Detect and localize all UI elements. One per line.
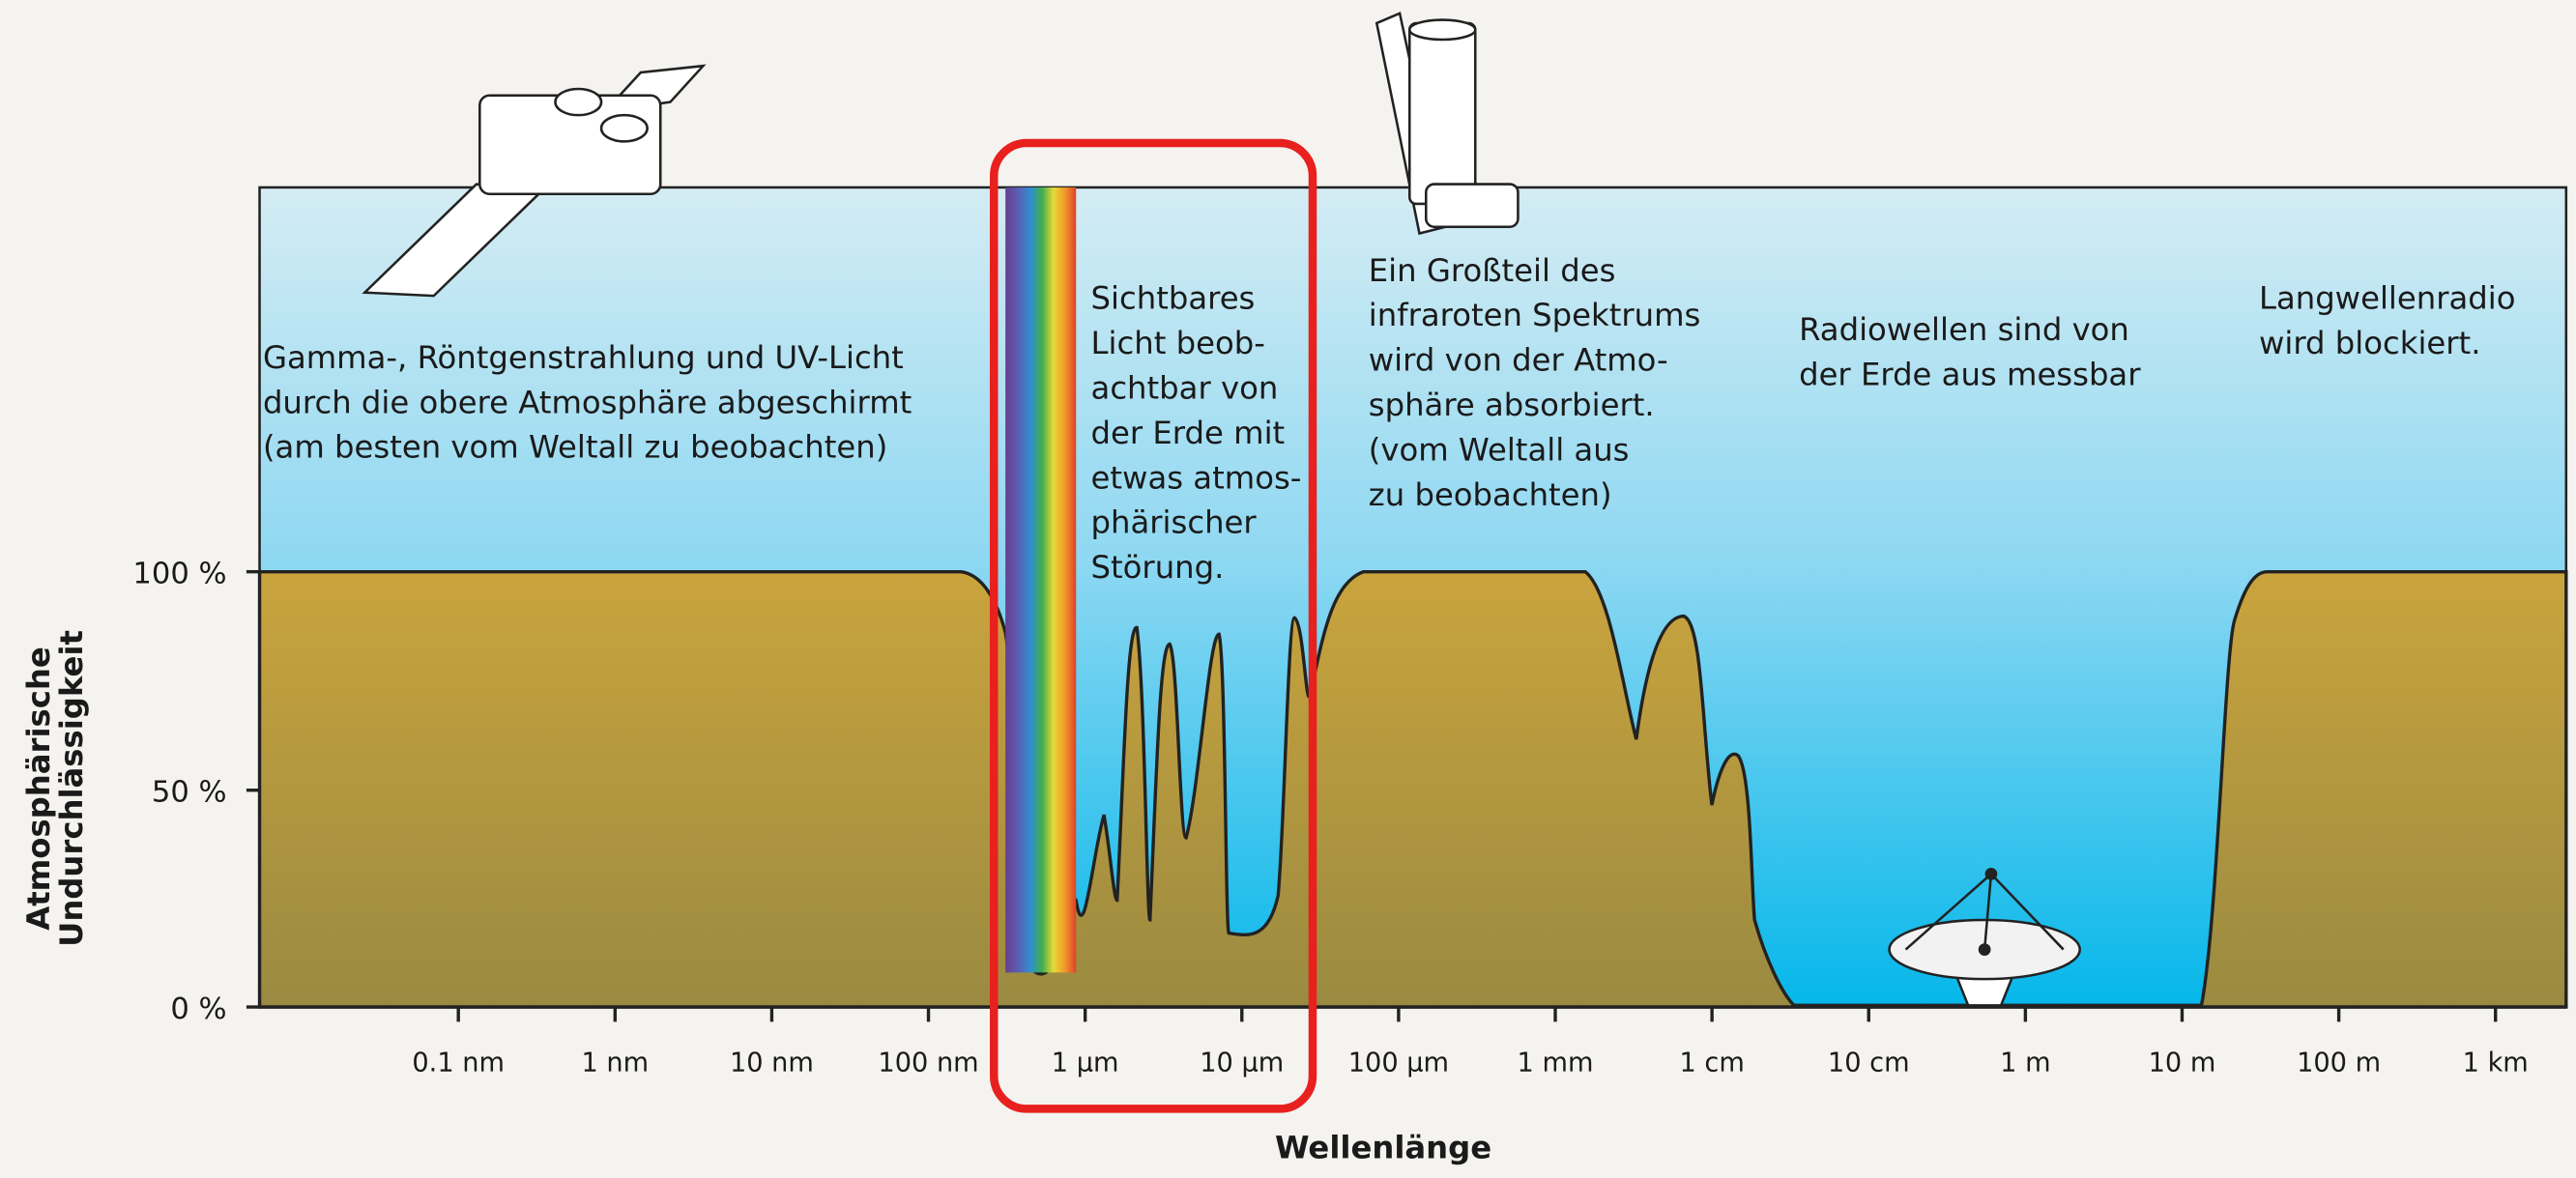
x-axis-title: Wellenlänge [1275,1129,1491,1165]
note-line: Radiowellen sind von [1799,311,2129,348]
note-line: Ein Großteil des [1369,252,1616,289]
x-tick-label: 10 nm [730,1048,814,1077]
note-line: der Erde mit [1091,415,1286,451]
note-line: Licht beob- [1091,325,1265,361]
note-line: etwas atmos- [1091,459,1302,496]
y-tick-label: 50 % [152,776,227,810]
note-line: Sichtbares [1091,280,1256,317]
x-tick-label: 100 µm [1348,1048,1449,1077]
x-tick-label: 1 µm [1052,1048,1119,1077]
note-line: (am besten vom Weltall zu beobachten) [263,429,887,466]
x-tick-label: 10 µm [1200,1048,1284,1077]
highlight-box [990,138,1317,1113]
space-telescope [1375,12,1520,236]
x-tick-label: 100 nm [878,1048,978,1077]
x-tick-label: 0.1 nm [412,1048,505,1077]
note-line: durch die obere Atmosphäre abgeschirmt [263,384,912,420]
note-line: Gamma-, Röntgenstrahlung und UV-Licht [263,339,904,376]
y-tick-label: 0 % [170,992,226,1026]
note-line: achtbar von [1091,370,1279,407]
radio-dish [1888,868,2081,1007]
x-tick-label: 1 cm [1679,1048,1744,1077]
x-tick-label: 10 m [2149,1048,2216,1077]
x-tick-label: 10 cm [1828,1048,1910,1077]
note-line: phärischer [1091,504,1258,541]
note-line: infraroten Spektrums [1369,297,1701,333]
note-line: wird blockiert. [2259,325,2481,361]
x-tick-label: 1 m [2000,1048,2050,1077]
note-line: Störung. [1091,549,1225,586]
x-tick-label: 1 nm [581,1048,649,1077]
y-tick-label: 100 % [132,558,226,591]
opacity-area [257,569,2568,1009]
note-line: (vom Weltall aus [1369,431,1630,468]
note-line: wird von der Atmo- [1369,342,1668,379]
note-line: der Erde aus messbar [1799,356,2141,392]
y-axis-title: Atmosphärische [20,646,57,931]
note-line: Langwellenradio [2259,280,2516,317]
note-line: sphäre absorbiert. [1369,387,1655,423]
x-tick-label: 1 km [2463,1048,2529,1077]
note-line: zu beobachten) [1369,476,1612,513]
satellite [362,64,707,298]
y-axis-title: Undurchlässigkeit [53,630,90,947]
x-tick-label: 100 m [2297,1048,2381,1077]
visible-spectrum [1005,187,1077,973]
x-tick-label: 1 mm [1518,1048,1594,1077]
